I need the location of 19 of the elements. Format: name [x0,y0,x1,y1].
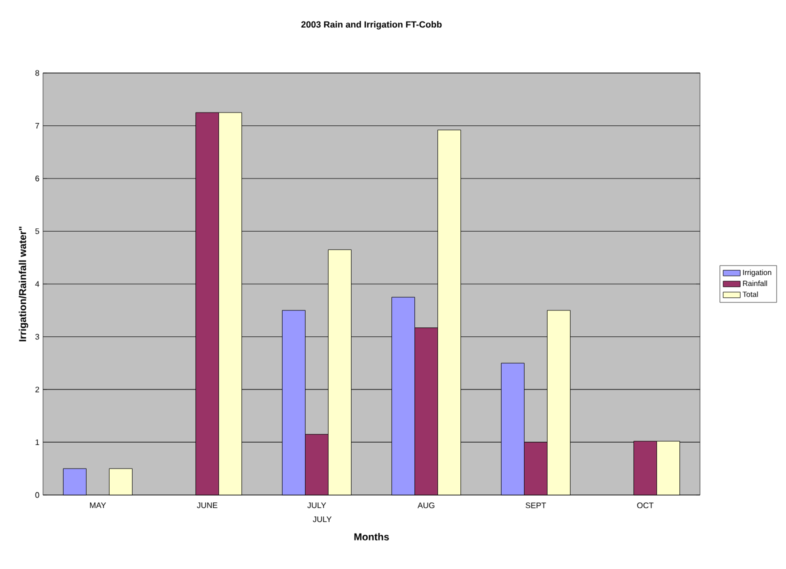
x-axis-title: Months [354,533,389,540]
y-tick-label: 7 [35,122,40,128]
y-tick-label: 2 [35,386,40,392]
x-tick-label: JULY [307,502,326,508]
y-tick-label: 0 [35,492,40,498]
x-tick-label: JUNE [196,502,218,508]
y-tick-label: 1 [36,439,40,445]
text: JULY [312,516,332,522]
y-axis-title: Irrigation/Rainfall water" [18,226,28,342]
y-tick-label: 5 [35,228,40,234]
y-tick-label: 4 [35,281,40,287]
x-tick-label: AUG [418,502,434,508]
x-tick-label: OCT [637,502,654,508]
chart-title: 2003 Rain and Irrigation FT-Cobb [301,21,442,30]
x-tick-label: MAY [90,502,106,508]
y-tick-label: 6 [35,176,40,182]
x-tick-label: SEPT [526,502,546,508]
y-tick-label: 3 [35,334,40,340]
y-tick-label: 8 [35,70,40,76]
